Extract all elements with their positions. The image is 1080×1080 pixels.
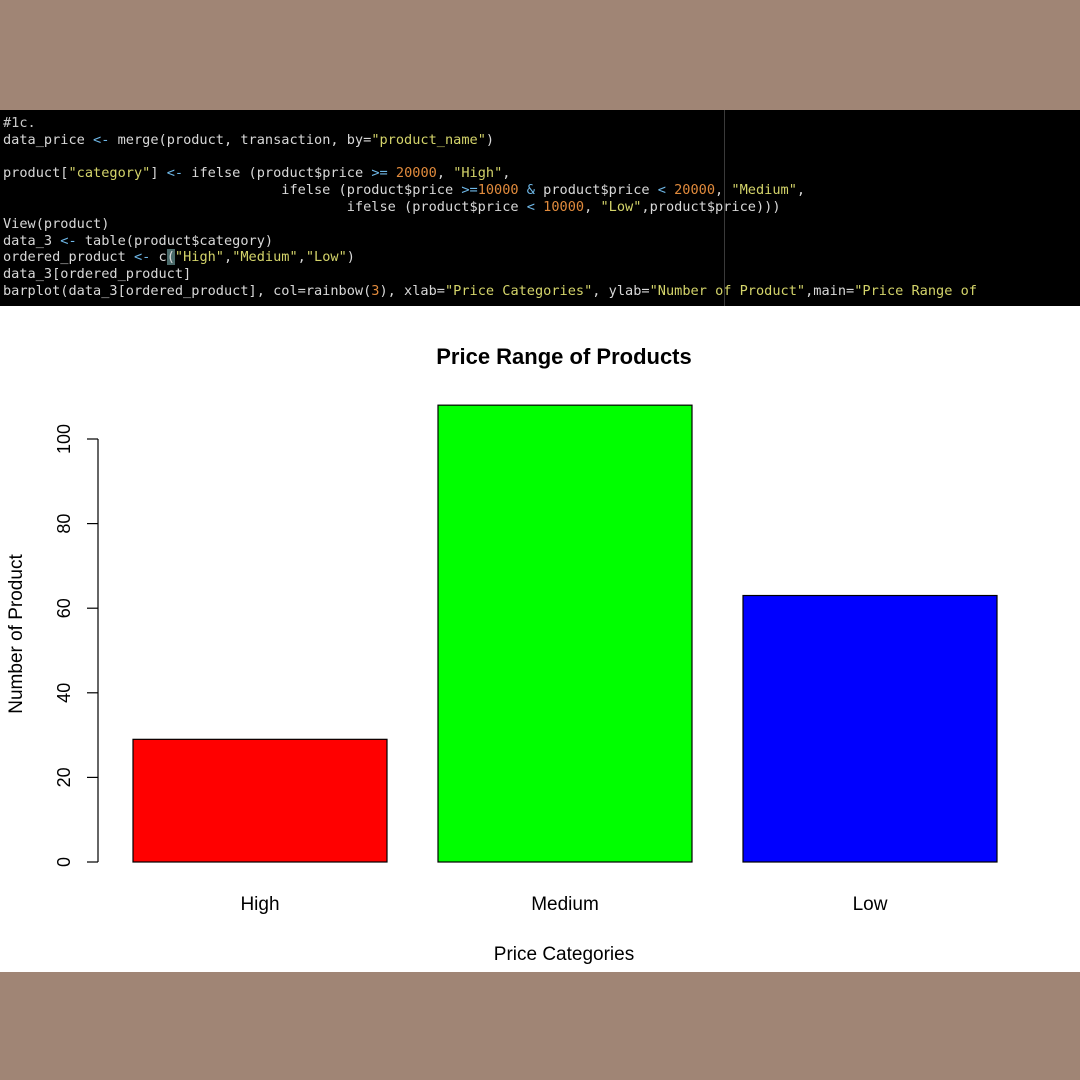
code-line[interactable] — [3, 149, 977, 166]
code-token: ( — [166, 249, 175, 266]
code-token: c — [150, 249, 167, 266]
bar-high — [132, 738, 388, 863]
code-token: & — [526, 182, 535, 199]
code-token: ,main= — [805, 282, 855, 299]
y-tick-label: 60 — [54, 598, 74, 618]
code-token: ) — [346, 249, 355, 266]
code-token: <- — [93, 131, 110, 148]
code-token: "High" — [174, 249, 224, 266]
code-token: View(product) — [3, 215, 110, 232]
code-token: "Low" — [600, 198, 642, 215]
code-line[interactable]: data_3 <- table(product$category) — [3, 233, 977, 250]
code-token: "category" — [68, 165, 151, 182]
code-token: ifelse (product$price — [3, 182, 462, 199]
code-token — [666, 182, 674, 198]
code-line[interactable]: barplot(data_3[ordered_product], col=rai… — [3, 283, 977, 300]
x-tick-label: High — [240, 894, 279, 915]
bar-medium — [437, 404, 693, 863]
code-token: 10000 — [477, 182, 519, 199]
y-tick-label: 80 — [54, 514, 74, 534]
code-token: , ylab= — [592, 282, 650, 299]
editor-margin-line — [724, 110, 725, 306]
code-token: <- — [166, 165, 184, 182]
code-token: 20000 — [674, 182, 716, 199]
code-line[interactable]: ifelse (product$price >=10000 & product$… — [3, 182, 977, 199]
code-token: "Medium" — [731, 182, 797, 199]
code-token: ] — [150, 165, 167, 182]
code-token: barplot(data_3[ordered_product], col=rai… — [3, 282, 372, 299]
code-token: #1c. — [3, 115, 36, 131]
x-tick-label: Low — [853, 894, 888, 915]
code-line[interactable]: ordered_product <- c("High","Medium","Lo… — [3, 249, 977, 266]
code-token: < — [657, 182, 666, 199]
code-token: table(product$category) — [76, 232, 274, 249]
bar-chart: Price Range of Products Price Categories… — [6, 344, 998, 965]
code-line[interactable]: ifelse (product$price < 10000, "Low",pro… — [3, 199, 977, 216]
code-token: , — [584, 198, 601, 215]
plot-panel: Price Range of Products Price Categories… — [0, 306, 1080, 972]
code-line[interactable]: #1c. — [3, 115, 977, 132]
code-token: data_3 — [3, 232, 61, 249]
code-token: "Medium" — [232, 249, 298, 266]
code-line[interactable]: data_3[ordered_product] — [3, 266, 977, 283]
code-token: ), xlab= — [379, 282, 445, 299]
code-token: "High" — [453, 165, 503, 182]
code-token: , — [715, 182, 724, 199]
code-lines[interactable]: #1c. data_price <- merge(product, transac… — [3, 115, 977, 300]
code-editor-panel[interactable]: #1c. data_price <- merge(product, transac… — [0, 110, 1080, 306]
x-tick-labels: High Medium Low — [240, 894, 887, 915]
y-tick-label: 0 — [54, 857, 74, 867]
code-token: data_price — [3, 131, 94, 148]
code-token: product[ — [3, 165, 69, 182]
y-axis-label: Number of Product — [6, 554, 27, 714]
code-line[interactable]: data_price <- merge(product, transaction… — [3, 132, 977, 149]
code-token: "Number of Product" — [649, 282, 806, 299]
code-token: < — [526, 198, 535, 215]
code-token — [535, 199, 543, 215]
x-tick-label: Medium — [531, 894, 599, 915]
bars — [132, 404, 998, 863]
code-token: 20000 — [395, 165, 437, 182]
y-tick-label: 20 — [54, 767, 74, 787]
code-token: >= — [461, 182, 478, 199]
code-token: merge(product, transaction, by= — [109, 131, 372, 148]
code-token: ordered_product — [3, 249, 134, 266]
code-token: >= — [371, 165, 388, 182]
code-token: , — [297, 249, 306, 266]
code-token: <- — [133, 249, 151, 266]
code-token — [519, 182, 527, 198]
code-token: , — [224, 249, 233, 266]
code-token: <- — [60, 232, 77, 249]
chart-title: Price Range of Products — [436, 344, 692, 369]
code-token: 3 — [371, 282, 380, 299]
bar-low — [742, 594, 998, 863]
code-token: "Price Range of — [854, 282, 977, 299]
code-token: ) — [485, 131, 495, 148]
code-token: "product_name" — [371, 131, 486, 148]
code-token: "Low" — [305, 249, 347, 266]
code-token: "Price Categories" — [444, 282, 593, 299]
y-tick-label: 40 — [54, 683, 74, 703]
code-token: , — [502, 165, 511, 182]
code-token: 10000 — [543, 198, 585, 215]
x-axis-label: Price Categories — [494, 944, 634, 965]
code-token — [388, 165, 396, 181]
code-token: ,product$price))) — [641, 198, 781, 215]
code-token: ifelse (product$price — [183, 165, 372, 182]
y-axis: 0 20 40 60 80 100 — [54, 424, 99, 867]
code-token: ifelse (product$price — [3, 198, 527, 215]
code-token: , — [796, 182, 806, 199]
code-token: data_3[ordered_product] — [3, 266, 192, 283]
y-tick-label: 100 — [54, 424, 74, 454]
code-line[interactable]: product["category"] <- ifelse (product$p… — [3, 165, 977, 182]
code-token: , — [436, 165, 454, 182]
code-line[interactable]: View(product) — [3, 216, 977, 233]
code-token: product$price — [534, 182, 658, 199]
